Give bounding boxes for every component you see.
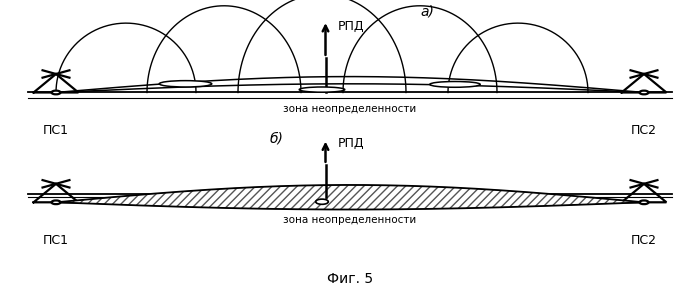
Ellipse shape [430, 81, 480, 87]
Text: РПД: РПД [338, 137, 365, 150]
Circle shape [316, 199, 328, 204]
Text: ПС2: ПС2 [631, 124, 657, 137]
Text: б): б) [270, 131, 284, 145]
Circle shape [52, 91, 60, 94]
Text: ПС1: ПС1 [43, 124, 69, 137]
Text: ПС1: ПС1 [43, 234, 69, 247]
Ellipse shape [300, 87, 344, 92]
Circle shape [52, 201, 60, 204]
Circle shape [640, 201, 648, 204]
Text: зона неопределенности: зона неопределенности [284, 215, 416, 225]
Text: зона неопределенности: зона неопределенности [284, 104, 416, 114]
Text: а): а) [420, 4, 434, 18]
Circle shape [640, 91, 648, 94]
Text: Фиг. 5: Фиг. 5 [327, 272, 373, 286]
Text: РПД: РПД [338, 20, 365, 33]
Text: ПС2: ПС2 [631, 234, 657, 247]
Ellipse shape [160, 81, 211, 87]
